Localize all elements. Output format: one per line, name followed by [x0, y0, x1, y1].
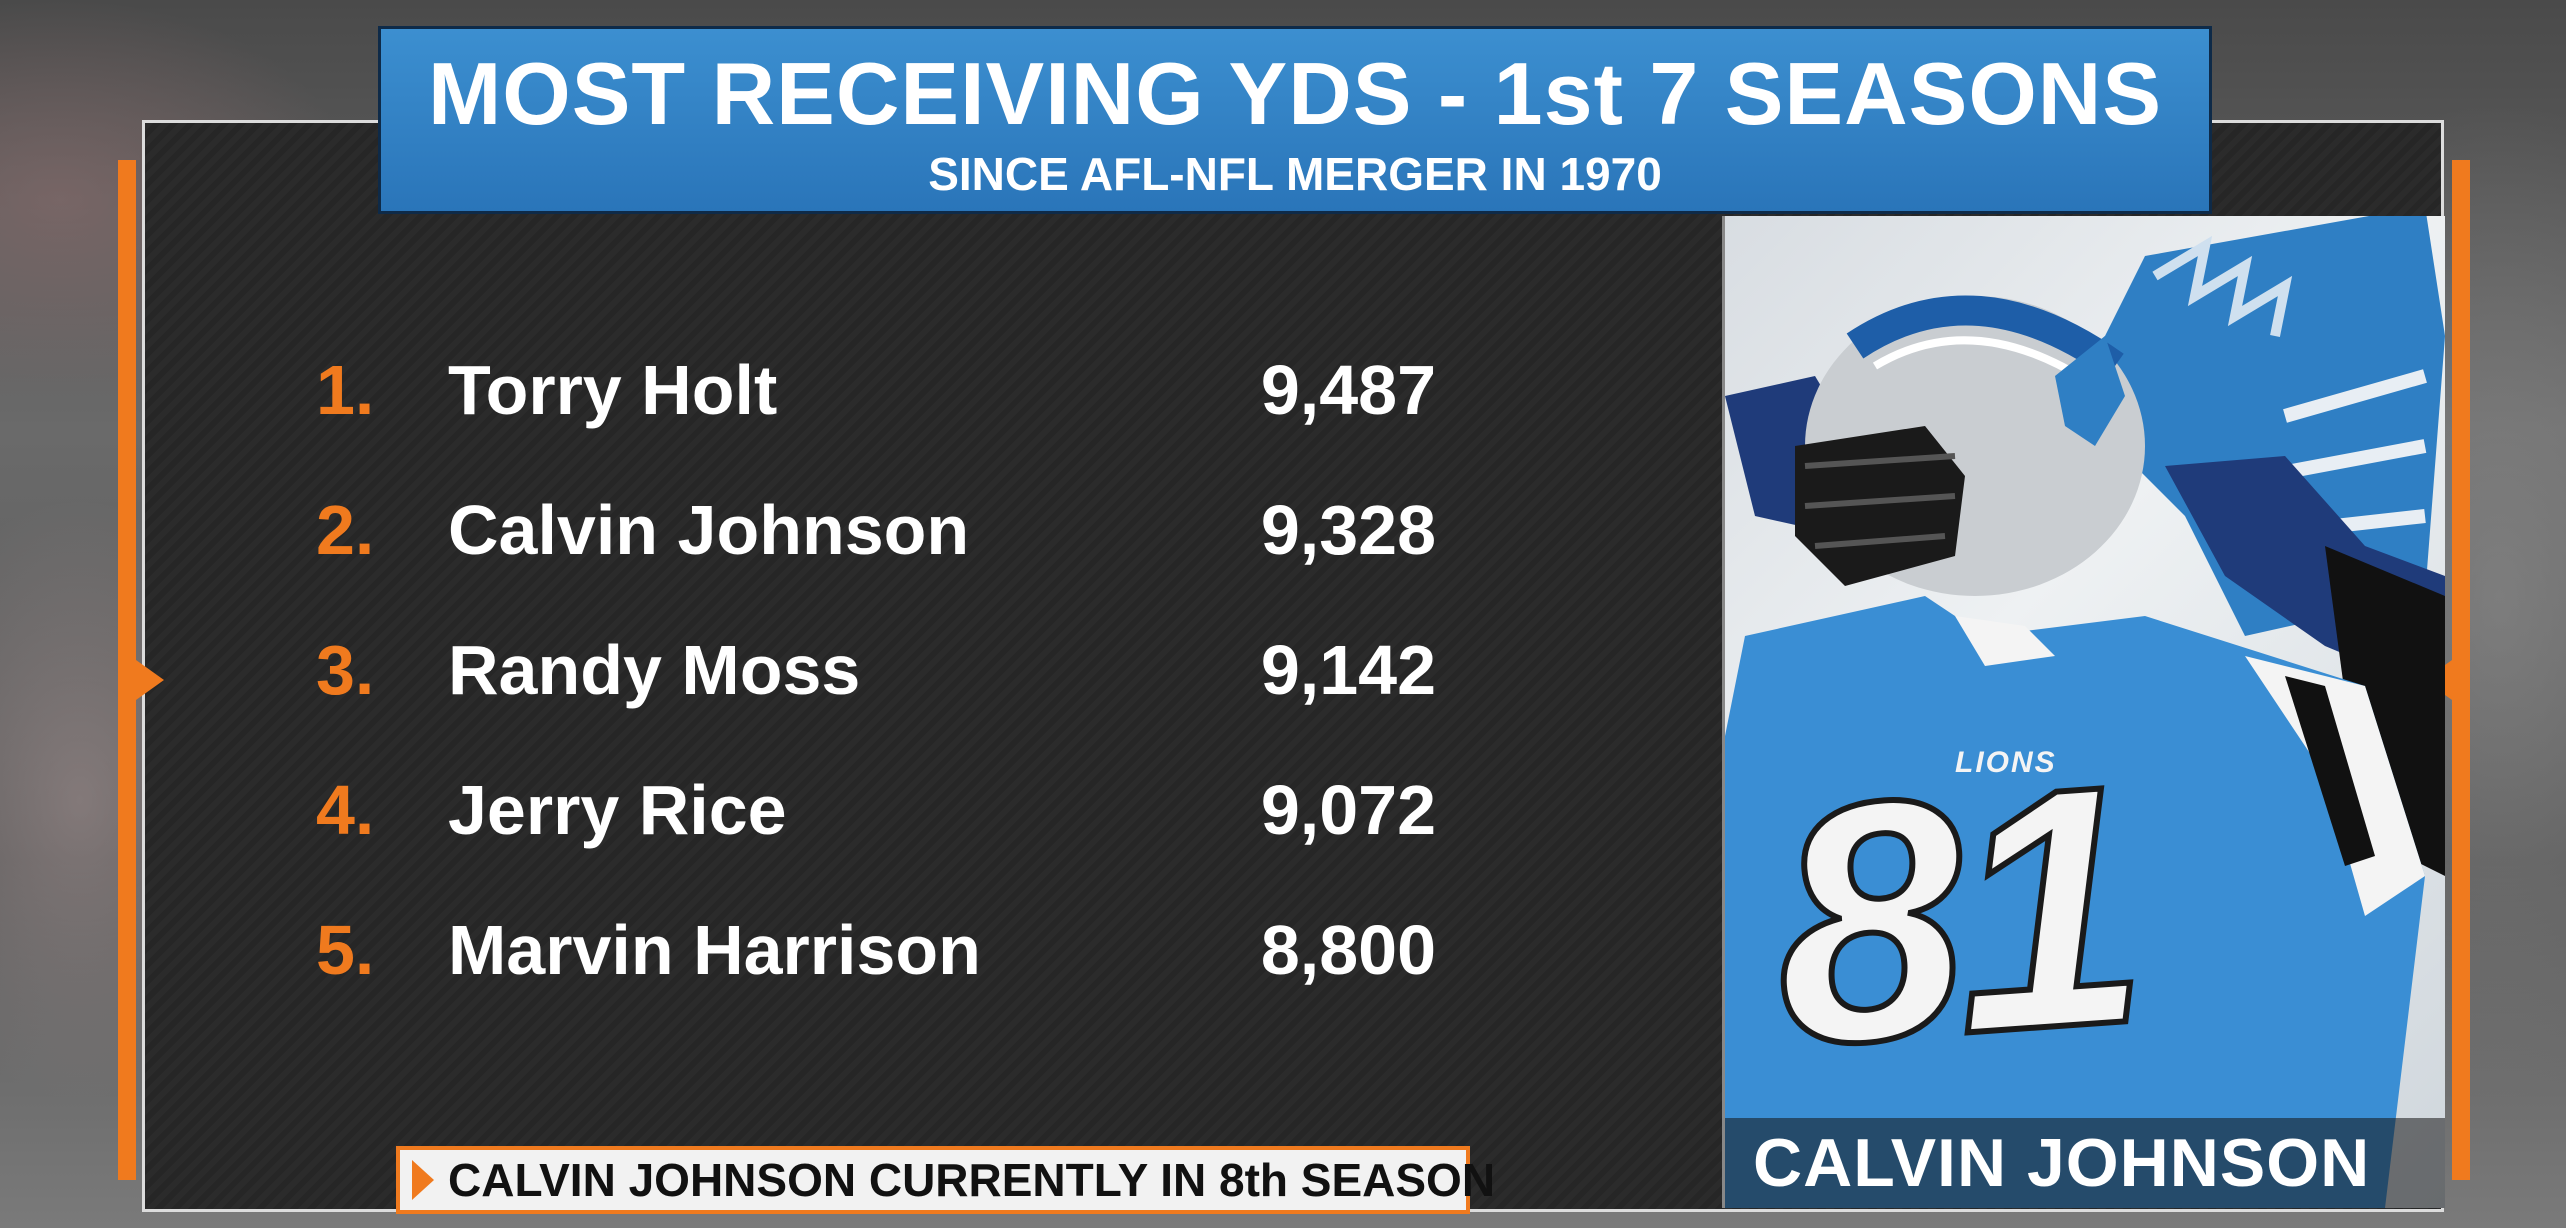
- graphic-subtitle: SINCE AFL-NFL MERGER IN 1970: [928, 148, 1662, 200]
- player-illustration: [1725, 216, 2445, 1208]
- jersey-number: 81: [1759, 711, 2149, 1121]
- ranking-row: 4. Jerry Rice 9,072: [316, 770, 1436, 870]
- jersey-text: LIONS: [1955, 746, 2057, 779]
- yards-value: 9,487: [1260, 351, 1436, 429]
- rank-number: 3.: [316, 631, 375, 709]
- ranking-row: 1. Torry Holt 9,487: [316, 350, 1436, 450]
- player-photo: LIONS 81 CALVIN JOHNSON: [1722, 216, 2445, 1208]
- rank-number: 2.: [316, 491, 375, 569]
- ranking-row: 5. Marvin Harrison 8,800: [316, 910, 1436, 1010]
- player-name: Torry Holt: [448, 351, 778, 429]
- graphic-title: MOST RECEIVING YDS - 1st 7 SEASONS: [427, 44, 2163, 143]
- ranking-row: 2. Calvin Johnson 9,328: [316, 490, 1436, 590]
- yards-value: 9,328: [1260, 491, 1436, 569]
- rank-number: 5.: [316, 911, 375, 989]
- yards-value: 9,142: [1260, 631, 1436, 709]
- photo-caption: CALVIN JOHNSON: [1725, 1118, 2445, 1208]
- rank-number: 4.: [316, 771, 375, 849]
- left-notch: [136, 660, 164, 700]
- yards-value: 8,800: [1260, 911, 1436, 989]
- footer-note: CALVIN JOHNSON CURRENTLY IN 8th SEASON: [396, 1146, 1495, 1214]
- title-banner: MOST RECEIVING YDS - 1st 7 SEASONS SINCE…: [378, 26, 2212, 214]
- right-accent-bar: [2452, 160, 2470, 1180]
- player-name: Randy Moss: [448, 631, 861, 709]
- player-name: Jerry Rice: [448, 771, 787, 849]
- yards-value: 9,072: [1260, 771, 1436, 849]
- ranking-row: 3. Randy Moss 9,142: [316, 630, 1436, 730]
- footer-arrow-icon: [412, 1160, 434, 1200]
- player-name: Calvin Johnson: [448, 491, 970, 569]
- left-accent-bar: [118, 160, 136, 1180]
- rank-number: 1.: [316, 351, 375, 429]
- player-name: Marvin Harrison: [448, 911, 981, 989]
